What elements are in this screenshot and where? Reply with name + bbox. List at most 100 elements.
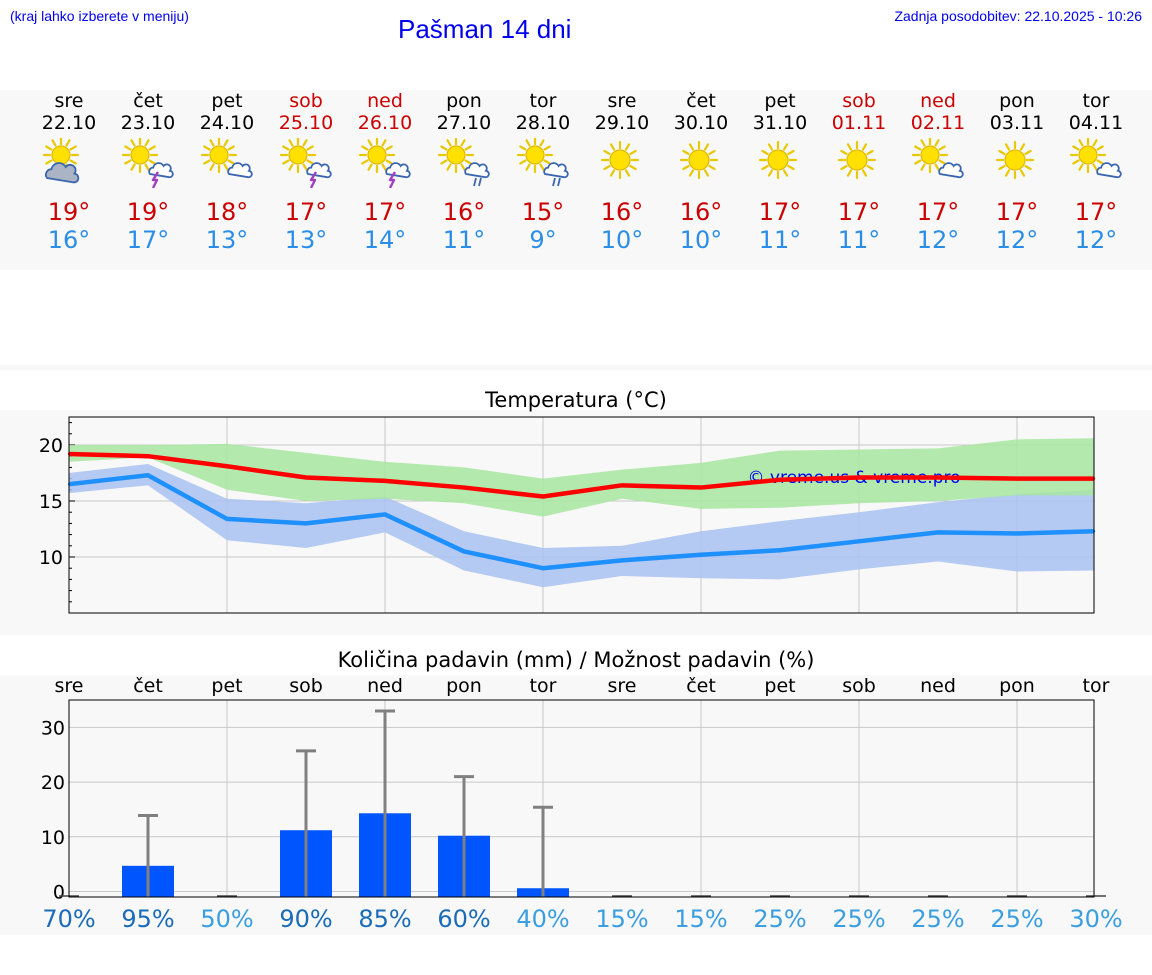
max-temp-line [68, 451, 1094, 499]
min-temp-line [68, 472, 1095, 571]
day-name: sre [607, 90, 637, 112]
day-date: 28.10 [515, 112, 571, 134]
day-date: 02.11 [910, 112, 966, 134]
precip-chart-title: Količina padavin (mm) / Možnost padavin … [337, 648, 815, 672]
x-day-label: sre [608, 675, 637, 697]
x-day-label: ned [920, 675, 956, 697]
day-name: pon [446, 90, 482, 112]
min-temp-point [778, 549, 782, 552]
temp-max: 18° [205, 198, 249, 226]
sun-icon [600, 140, 640, 180]
sun-cloud-icon [1069, 138, 1122, 179]
precip-probability: 40% [516, 905, 569, 933]
x-day-label: pet [764, 675, 795, 697]
day-name: ned [920, 90, 956, 112]
temp-min: 12° [995, 226, 1039, 254]
day-name: čet [686, 90, 716, 112]
day-name: pet [211, 90, 243, 112]
max-temp-point [620, 484, 624, 487]
max-temp-point [462, 486, 466, 489]
precip-probability: 95% [121, 905, 174, 933]
temp-max: 17° [837, 198, 881, 226]
day-date: 22.10 [41, 112, 97, 134]
temp-min: 11° [758, 226, 802, 254]
min-temp-point [857, 540, 861, 543]
max-temp-point [778, 478, 782, 481]
day-date: 03.11 [989, 112, 1045, 134]
day-name: sre [54, 90, 84, 112]
max-temp-point [936, 476, 940, 479]
max-temp-point [857, 476, 861, 479]
temp-max: 17° [1074, 198, 1118, 226]
thunderstorm-sun-icon [358, 138, 411, 188]
x-day-label: tor [530, 675, 557, 697]
temp-min: 13° [284, 226, 328, 254]
y-tick-label: 10 [39, 547, 63, 569]
divider-band [0, 365, 1152, 370]
temp-min: 16° [47, 226, 91, 254]
max-temp-point [146, 455, 150, 458]
temp-min: 10° [600, 226, 644, 254]
min-temp-point [146, 474, 150, 477]
min-temp-point [383, 513, 387, 516]
max-temp-point [225, 465, 229, 468]
x-day-label: pon [999, 675, 1035, 697]
min-temp-point [936, 531, 940, 534]
day-name: sob [289, 90, 323, 112]
min-temp-point [462, 550, 466, 553]
max-temp-point [1015, 477, 1019, 480]
last-update: Zadnja posodobitev: 22.10.2025 - 10:26 [894, 8, 1142, 24]
day-date: 24.10 [199, 112, 255, 134]
day-name: ned [367, 90, 403, 112]
day-name: pon [999, 90, 1035, 112]
temp-min: 12° [916, 226, 960, 254]
sun-icon [837, 140, 877, 180]
temp-min: 17° [126, 226, 170, 254]
x-day-label: čet [686, 675, 716, 697]
temp-max: 19° [126, 198, 170, 226]
max-temp-point [304, 476, 308, 479]
min-temp-point [1015, 532, 1019, 535]
temp-min: 13° [205, 226, 249, 254]
sun-icon [758, 140, 798, 180]
day-date: 29.10 [594, 112, 650, 134]
temp-min: 9° [529, 226, 557, 254]
max-temp-point [383, 479, 387, 483]
temp-max: 17° [916, 198, 960, 226]
sun-cloud-icon [911, 138, 964, 179]
rain-sun-icon [516, 138, 569, 187]
y-tick-label: 10 [41, 827, 65, 849]
temp-max: 16° [442, 198, 486, 226]
plot-frame [68, 699, 1095, 898]
day-name: tor [1082, 90, 1110, 112]
day-date: 31.10 [752, 112, 808, 134]
y-tick-label: 20 [41, 772, 65, 794]
temp-max: 17° [363, 198, 407, 226]
max-range-band [69, 438, 1094, 517]
min-range-band [69, 464, 1094, 588]
rain-sun-icon [437, 138, 490, 187]
day-date: 27.10 [436, 112, 492, 134]
x-day-label: pet [211, 675, 242, 697]
y-tick-label: 15 [39, 491, 63, 513]
sun-icon [679, 140, 719, 180]
precip-probability: 15% [674, 905, 727, 933]
day-name: pet [764, 90, 796, 112]
min-temp-point [304, 522, 308, 525]
precip-probability: 25% [753, 905, 806, 933]
thunderstorm-sun-icon [279, 138, 332, 188]
x-day-label: tor [1083, 675, 1110, 697]
day-name: tor [529, 90, 557, 112]
x-day-label: pon [446, 675, 482, 697]
temp-min: 11° [442, 226, 486, 254]
precip-probability: 50% [200, 905, 253, 933]
day-date: 04.11 [1068, 112, 1124, 134]
location-hint: (kraj lahko izberete v meniju) [10, 8, 189, 24]
day-date: 30.10 [673, 112, 729, 134]
temp-min: 14° [363, 226, 407, 254]
precip-probability: 15% [595, 905, 648, 933]
min-temp-point [225, 517, 229, 521]
temp-max: 17° [284, 198, 328, 226]
thunderstorm-sun-icon [121, 138, 174, 188]
day-date: 01.11 [831, 112, 887, 134]
